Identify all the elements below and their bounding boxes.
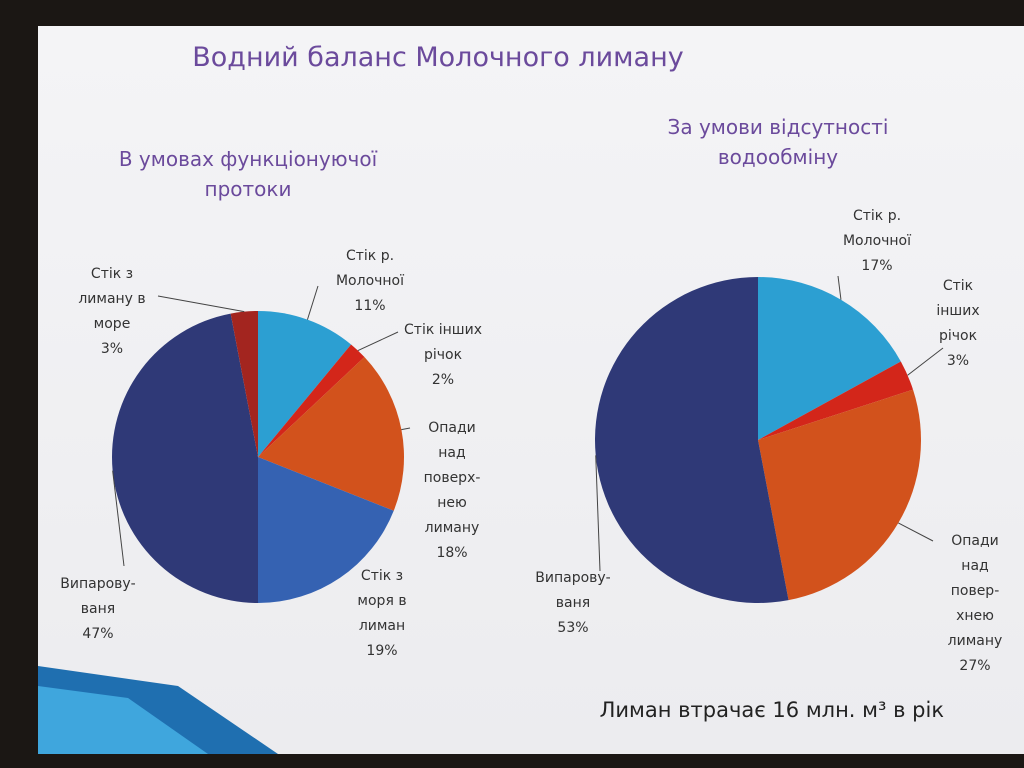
leader-line [112, 470, 125, 567]
leader-line [907, 347, 944, 376]
leader-line [595, 455, 601, 572]
leader-line [401, 427, 411, 431]
slide-title: Водний баланс Молочного лиману [192, 42, 684, 73]
pie-slice [594, 277, 789, 603]
slice-label: Стік з моря в лиман 19% [357, 564, 406, 664]
decor [38, 686, 208, 754]
category-label: Стік р. Молочної [842, 208, 912, 249]
leader-line [357, 331, 399, 352]
value-label: 17% [861, 258, 893, 274]
category-label: Опади над повер- хнею лиману [947, 533, 1003, 649]
slice-label: Стік р. Молочної 11% [336, 244, 404, 319]
value-label: 53% [557, 620, 589, 636]
pie-slice [258, 344, 365, 457]
value-label: 47% [82, 626, 114, 642]
pie-slice [758, 389, 921, 601]
slide: Водний баланс Молочного лиману В умовах … [38, 26, 1024, 754]
category-label: Стік р. Молочної [335, 248, 405, 289]
category-label: Стік з лиману в море [78, 266, 146, 332]
pie-slice [258, 357, 405, 511]
category-label: Опади над поверх- нею лиману [423, 420, 481, 536]
value-label: 19% [366, 643, 398, 659]
slice-label: Стік інших річок 2% [404, 318, 482, 393]
slice-label: Випарову- ваня 53% [535, 566, 610, 641]
pie-slice [112, 313, 258, 603]
slice-label: Опади над повер- хнею лиману 27% [948, 529, 1003, 679]
category-label: Випарову- ваня [60, 576, 136, 617]
value-label: 27% [959, 658, 991, 674]
charts [112, 275, 944, 603]
value-label: 3% [100, 341, 124, 357]
slice-label: Стік з лиману в море 3% [78, 262, 145, 362]
chart-title: За умови відсутності водообміну [667, 115, 889, 169]
leader-line [157, 295, 245, 313]
leader-line [837, 275, 842, 300]
category-label: Стік інших річок [404, 322, 482, 363]
slide-graphics [38, 275, 944, 754]
footer-note: Лиман втрачає 16 млн. м³ в рік [599, 698, 944, 722]
category-label: Стік інших річок [936, 278, 980, 344]
pie-slice [258, 311, 352, 457]
pie-slice [230, 311, 258, 457]
slice-label: Випарову- ваня 47% [60, 572, 135, 647]
leader-line [898, 522, 934, 542]
value-label: 2% [431, 372, 455, 388]
pie-slice [758, 277, 901, 440]
pie-slice [258, 457, 394, 603]
slice-label: Стік інших річок 3% [925, 274, 991, 374]
category-label: Випарову- ваня [535, 570, 611, 611]
chart-title: В умовах функціонуючої протоки [118, 147, 378, 201]
leader-line [306, 285, 319, 320]
category-label: Стік з моря в лиман [357, 568, 407, 634]
value-label: 3% [946, 353, 970, 369]
value-label: 18% [436, 545, 468, 561]
value-label: 11% [354, 298, 386, 314]
slice-label: Опади над поверх- нею лиману 18% [424, 416, 481, 566]
slice-label: Стік р. Молочної 17% [843, 204, 911, 279]
pie-slice [758, 361, 914, 440]
